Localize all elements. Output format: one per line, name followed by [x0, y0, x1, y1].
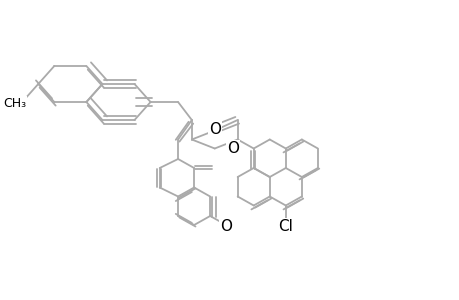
Text: O: O: [220, 219, 232, 234]
Text: O: O: [227, 141, 239, 156]
Text: CH₃: CH₃: [3, 97, 26, 110]
Text: Cl: Cl: [278, 219, 292, 234]
Text: O: O: [208, 122, 220, 136]
